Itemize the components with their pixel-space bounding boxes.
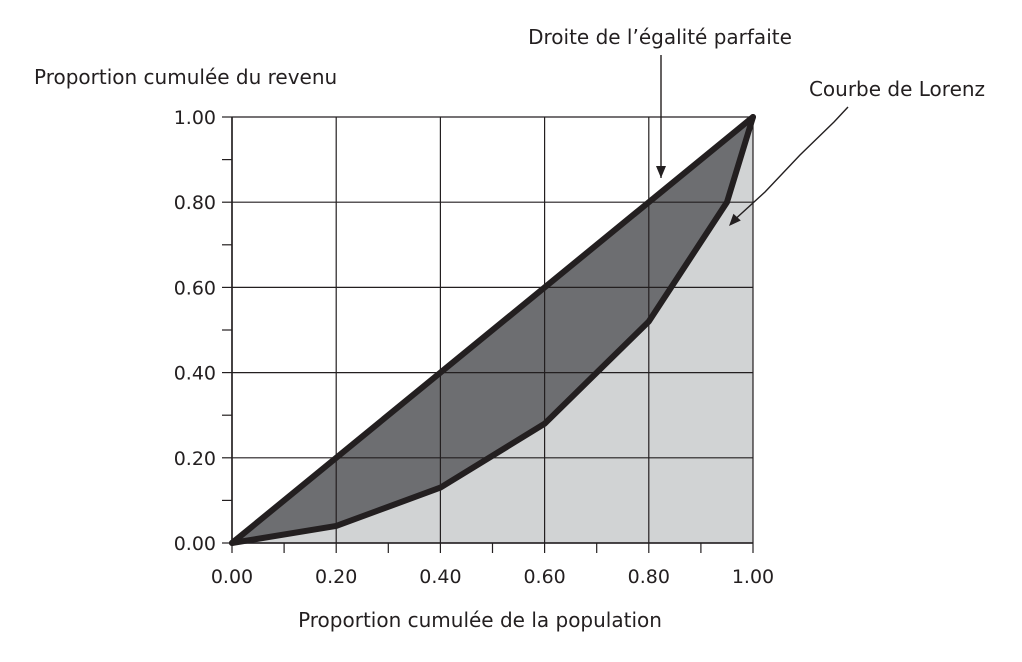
arrow-equality-line (656, 55, 666, 178)
annotation-equality-line: Droite de l’égalité parfaite (528, 25, 792, 49)
area-below-lorenz (232, 117, 753, 543)
tick-marks (222, 116, 754, 553)
x-tick-label: 0.20 (315, 566, 357, 588)
y-tick-label: 0.80 (174, 192, 216, 214)
y-tick-label: 0.40 (174, 363, 216, 385)
series-lines (229, 114, 756, 546)
y-tick-label: 0.60 (174, 277, 216, 299)
arrow-lorenz-curve-shaft (730, 106, 849, 224)
y-tick-label: 0.20 (174, 448, 216, 470)
arrow-equality-line-head (656, 166, 666, 178)
arrow-lorenz-curve-head (729, 213, 741, 226)
annotation-lorenz-curve: Courbe de Lorenz (809, 77, 985, 101)
lorenz-curve (229, 114, 756, 546)
y-axis-title: Proportion cumulée du revenu (34, 65, 337, 89)
x-tick-label: 0.40 (419, 566, 461, 588)
annotation-arrows (656, 55, 849, 226)
y-tick-label: 0.00 (174, 533, 216, 555)
x-tick-label: 0.00 (211, 566, 253, 588)
tick-labels: 0.00 0.20 0.40 0.60 0.80 1.00 0.00 0.20 0.40 0.60… (174, 107, 774, 588)
equality-line (229, 114, 756, 546)
x-tick-label: 0.80 (628, 566, 670, 588)
x-tick-label: 1.00 (732, 566, 774, 588)
y-tick-label: 1.00 (174, 107, 216, 129)
x-axis-title: Proportion cumulée de la population (298, 608, 662, 632)
arrow-lorenz-curve (729, 106, 849, 226)
x-tick-label: 0.60 (523, 566, 565, 588)
